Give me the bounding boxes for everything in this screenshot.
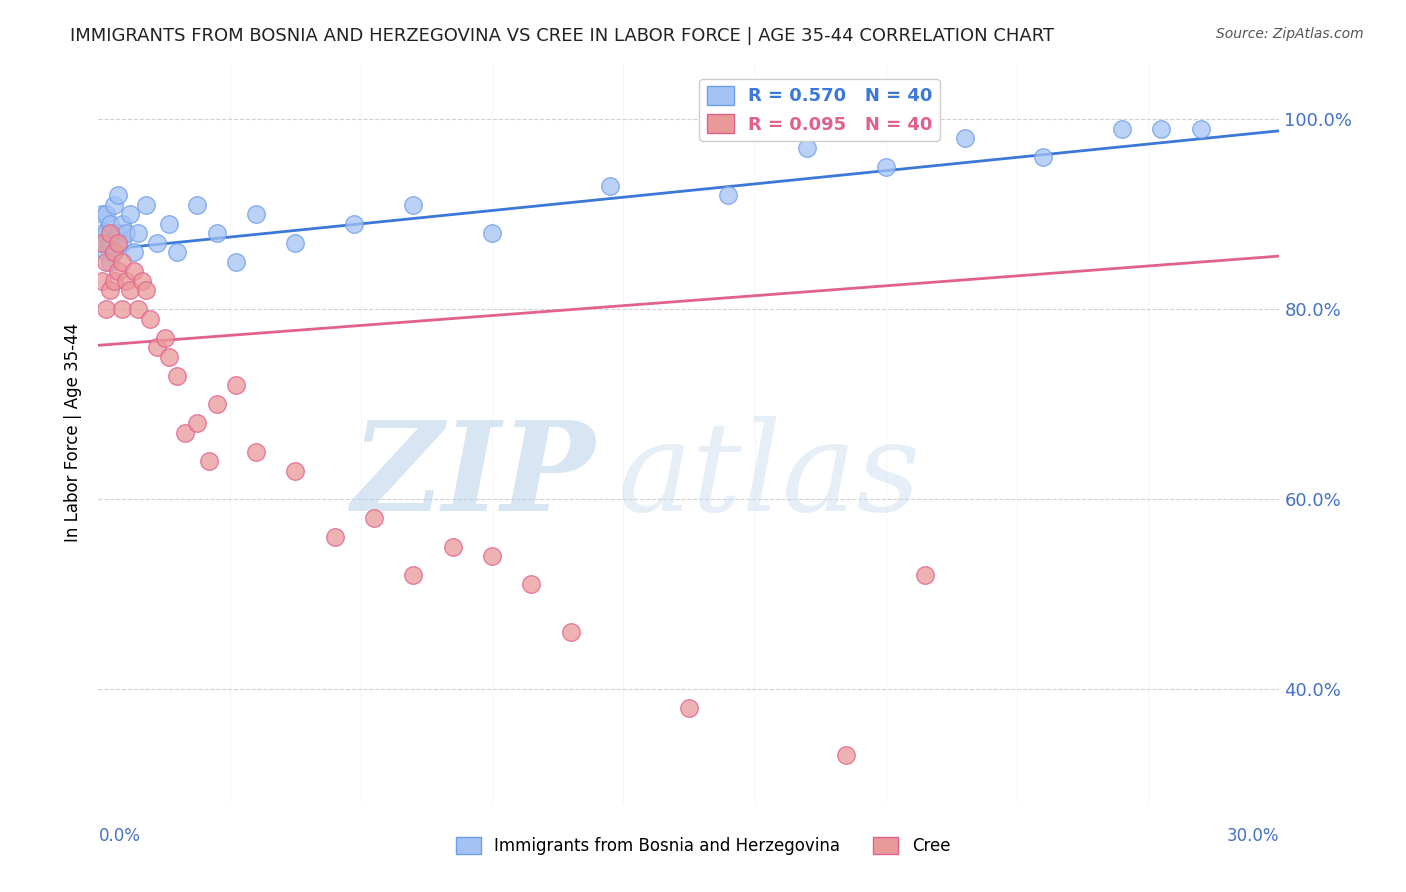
Point [186, 198, 208, 212]
Point [111, 235, 134, 250]
Point [98, 283, 121, 297]
Point [111, 254, 134, 268]
Point [96, 254, 118, 268]
Point [225, 378, 247, 392]
Point [122, 264, 145, 278]
Point [157, 350, 180, 364]
Point [103, 245, 125, 260]
Point [103, 198, 125, 212]
Text: 0.0%: 0.0% [98, 827, 141, 845]
Point [481, 549, 503, 563]
Text: 30.0%: 30.0% [1227, 827, 1279, 845]
Point [131, 274, 153, 288]
Legend: R = 0.570   N = 40, R = 0.095   N = 40: R = 0.570 N = 40, R = 0.095 N = 40 [699, 78, 939, 141]
Point [363, 511, 385, 525]
Point [107, 227, 129, 241]
Point [122, 245, 145, 260]
Point [953, 131, 976, 145]
Point [441, 540, 464, 554]
Point [1150, 121, 1173, 136]
Point [875, 160, 897, 174]
Point [135, 198, 157, 212]
Point [96, 207, 118, 221]
Point [166, 368, 188, 383]
Point [135, 283, 157, 297]
Point [98, 235, 121, 250]
Point [1032, 150, 1054, 164]
Point [835, 748, 858, 763]
Point [157, 217, 180, 231]
Point [98, 227, 121, 241]
Point [166, 245, 188, 260]
Point [284, 464, 307, 478]
Point [343, 217, 366, 231]
Point [103, 274, 125, 288]
Point [914, 568, 936, 582]
Point [205, 227, 228, 241]
Point [197, 454, 219, 468]
Y-axis label: In Labor Force | Age 35-44: In Labor Force | Age 35-44 [65, 323, 83, 542]
Point [91, 207, 114, 221]
Point [98, 217, 121, 231]
Point [717, 188, 740, 202]
Point [91, 227, 114, 241]
Point [520, 577, 543, 591]
Point [98, 254, 121, 268]
Point [599, 178, 621, 193]
Point [115, 274, 138, 288]
Point [118, 207, 141, 221]
Point [96, 227, 118, 241]
Point [155, 331, 177, 345]
Point [1189, 121, 1212, 136]
Text: atlas: atlas [619, 417, 921, 538]
Point [323, 530, 346, 544]
Point [96, 245, 118, 260]
Point [402, 198, 425, 212]
Point [107, 264, 129, 278]
Point [678, 701, 700, 715]
Point [107, 235, 129, 250]
Point [91, 235, 114, 250]
Point [481, 227, 503, 241]
Point [96, 302, 118, 317]
Point [107, 188, 129, 202]
Point [115, 227, 138, 241]
Point [402, 568, 425, 582]
Point [174, 425, 197, 440]
Legend: Immigrants from Bosnia and Herzegovina, Cree: Immigrants from Bosnia and Herzegovina, … [449, 830, 957, 862]
Text: IMMIGRANTS FROM BOSNIA AND HERZEGOVINA VS CREE IN LABOR FORCE | AGE 35-44 CORREL: IMMIGRANTS FROM BOSNIA AND HERZEGOVINA V… [70, 27, 1054, 45]
Point [111, 217, 134, 231]
Point [118, 283, 141, 297]
Point [560, 624, 582, 639]
Point [1111, 121, 1133, 136]
Point [138, 311, 160, 326]
Point [127, 227, 149, 241]
Point [796, 141, 818, 155]
Point [91, 274, 114, 288]
Point [186, 416, 208, 430]
Point [91, 235, 114, 250]
Point [146, 340, 169, 354]
Point [146, 235, 169, 250]
Point [111, 302, 134, 317]
Point [205, 397, 228, 411]
Point [127, 302, 149, 317]
Point [225, 254, 247, 268]
Point [103, 245, 125, 260]
Point [245, 207, 267, 221]
Text: Source: ZipAtlas.com: Source: ZipAtlas.com [1216, 27, 1364, 41]
Point [284, 235, 307, 250]
Point [245, 444, 267, 458]
Text: ZIP: ZIP [350, 417, 595, 538]
